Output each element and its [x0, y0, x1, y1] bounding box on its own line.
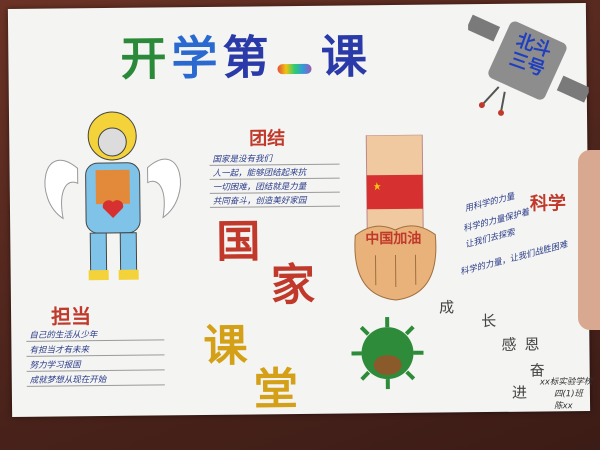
- title-char: 第: [222, 30, 269, 85]
- vertical-char: 堂: [253, 364, 299, 416]
- duty-line: 成就梦想从现在开始: [29, 375, 107, 386]
- angel-doctor-icon: [44, 111, 181, 281]
- fist-label: 中国加油: [365, 230, 422, 248]
- gratitude-word: 进: [511, 383, 528, 402]
- vertical-char: 课: [203, 320, 248, 373]
- gratitude-word: 感恩: [501, 335, 548, 354]
- satellite-drawing: 北斗 三号: [466, 11, 591, 122]
- fist-drawing: 中国加油: [344, 134, 446, 305]
- title-char: 开: [120, 31, 167, 86]
- virus-icon: [351, 317, 424, 390]
- duty-line: 有担当才有未来: [29, 345, 90, 356]
- unity-line: 一切困难，团结就是力量: [212, 181, 307, 193]
- poster-title: 开 学 第 课: [120, 29, 368, 86]
- signature-line: 四(1)班: [553, 389, 584, 400]
- duty-heading: 担当: [50, 304, 92, 329]
- title-char: 课: [320, 29, 368, 84]
- fist-icon: [354, 134, 437, 301]
- virus-drawing: [347, 313, 428, 394]
- poster-paper: 开 学 第 课 北斗 三号: [7, 2, 593, 418]
- vertical-char: 国: [216, 216, 261, 268]
- growth-char: 长: [481, 311, 497, 331]
- growth-char: 成: [438, 298, 455, 317]
- signature-line: xx标实验学校: [539, 376, 593, 388]
- duty-line: 努力学习报国: [29, 360, 81, 371]
- duty-line: 自己的生活从少年: [29, 330, 98, 341]
- unity-line: 人一起，能够团结起来抗: [212, 167, 307, 179]
- unity-line: 国家是没有我们: [212, 154, 273, 165]
- finger: [578, 150, 600, 330]
- signature-line: 陈xx: [554, 401, 573, 412]
- unity-line: 共同奋斗，创造美好家园: [212, 195, 307, 207]
- medical-worker-drawing: [37, 107, 189, 289]
- science-heading: 科学: [529, 193, 567, 215]
- vertical-char: 家: [270, 259, 316, 312]
- title-char: 学: [171, 30, 218, 86]
- rainbow-dash: [277, 63, 312, 74]
- unity-heading: 团结: [249, 128, 286, 150]
- satellite-icon: [466, 14, 591, 116]
